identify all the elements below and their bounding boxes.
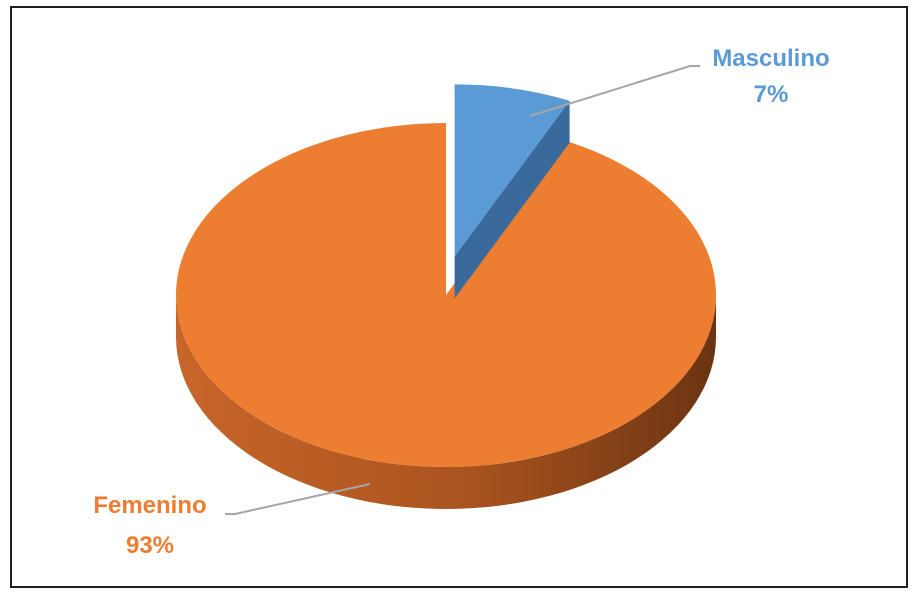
pie-slice-femenino <box>175 123 716 509</box>
pie-slice-masculino-cut-face <box>454 100 570 299</box>
pie-slice-masculino <box>454 84 570 299</box>
data-label-femenino: Femenino <box>93 492 206 519</box>
leader-line-femenino <box>225 483 371 515</box>
data-label-femenino-percent: 93% <box>126 532 174 559</box>
pie-slice-femenino-side <box>176 295 716 509</box>
pie-slice-femenino-top <box>175 123 716 467</box>
pie-slice-masculino-top <box>454 84 570 257</box>
leader-line-masculino <box>529 65 700 117</box>
data-label-masculino: Masculino <box>712 45 829 72</box>
data-label-masculino-percent: 7% <box>754 81 789 108</box>
